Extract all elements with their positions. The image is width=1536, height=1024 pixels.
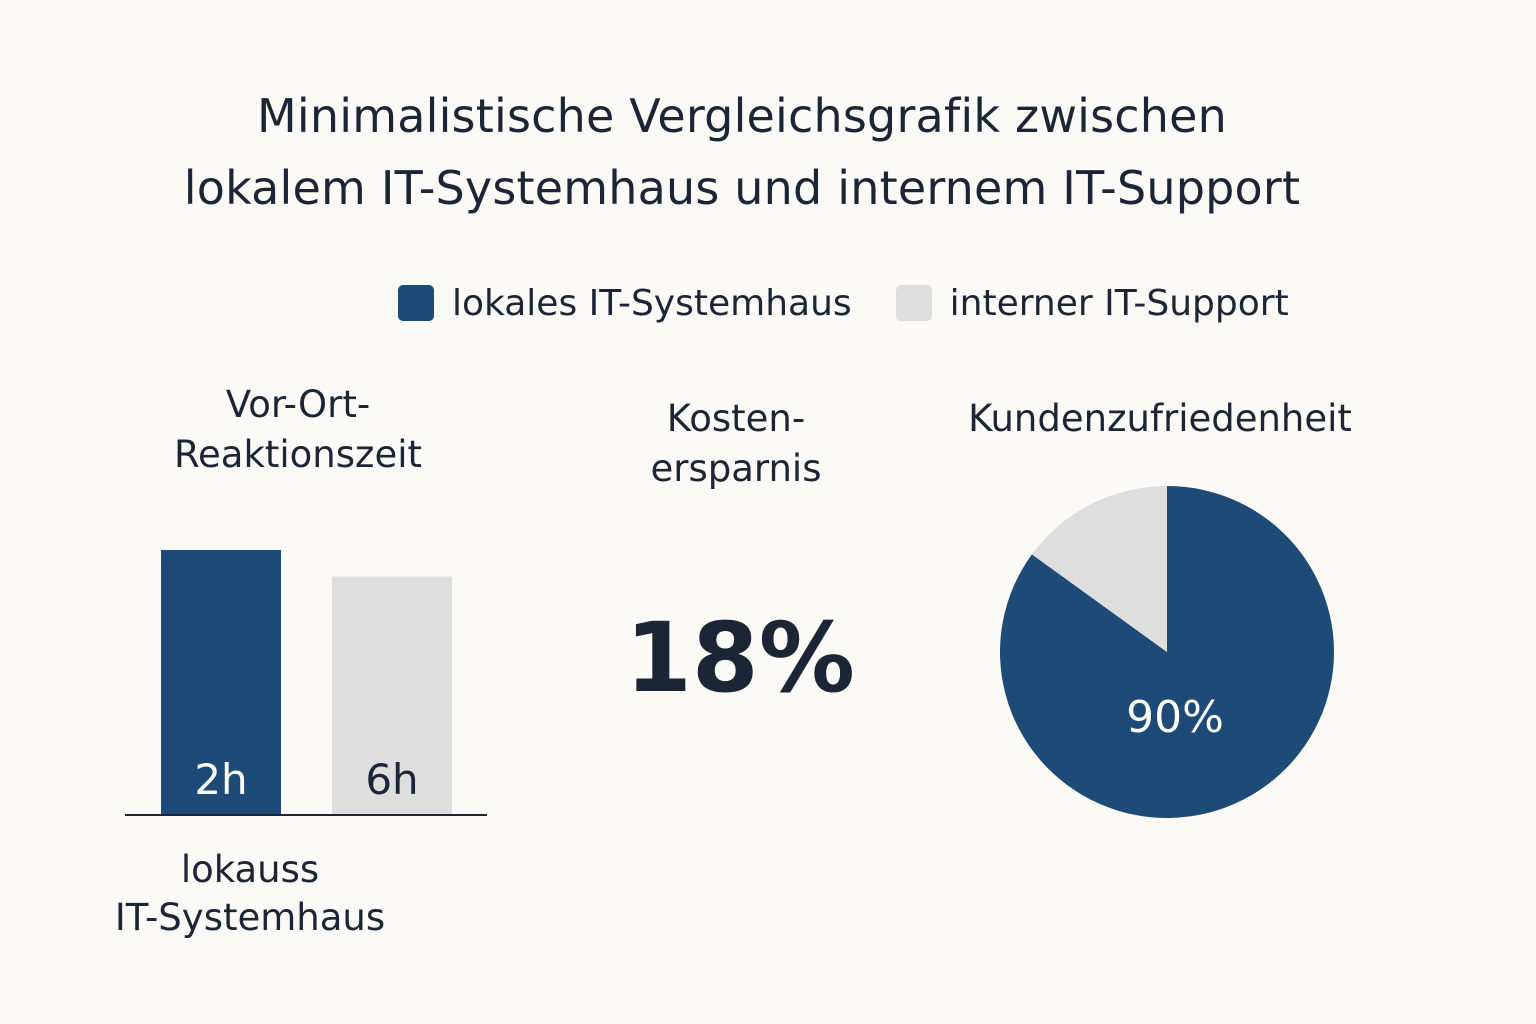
legend-label-systemhaus: lokales IT-Systemhaus [452, 282, 852, 324]
legend-item-support: interner IT-Support [895, 282, 1289, 324]
legend-label-support: interner IT-Support [949, 282, 1289, 324]
chart-title: Minimalistische Vergleichsgrafik zwische… [0, 80, 1484, 224]
bar-value-label-systemhaus: 2h [194, 755, 247, 804]
title-line-1: Minimalistische Vergleichsgrafik zwische… [257, 89, 1227, 143]
savings-value: 18% [625, 602, 855, 714]
legend-swatch-systemhaus [398, 285, 434, 321]
pie-value-label: 90% [1126, 692, 1224, 743]
category-line-2: IT-Systemhaus [114, 896, 386, 939]
pie-slice-support [1031, 486, 1167, 652]
savings-title-line-1: Kosten- [666, 397, 806, 440]
pie-section-title: Kundenzufriedenheit [940, 394, 1380, 444]
bar-section-title: Vor-Ort- Reaktionszeit [148, 380, 448, 480]
legend-swatch-support [895, 285, 932, 321]
category-line-1: lokauss [180, 848, 320, 891]
bar-support [332, 576, 452, 815]
legend: lokales IT-Systemhaus interner IT-Suppor… [398, 278, 1333, 328]
bar-title-line-1: Vor-Ort- [225, 383, 371, 426]
bar-systemhaus [161, 550, 281, 815]
savings-section-title: Kosten- ersparnis [596, 394, 876, 494]
bar-category-label: lokauss IT-Systemhaus [90, 846, 410, 942]
pie-title: Kundenzufriedenheit [968, 397, 1352, 440]
legend-item-systemhaus: lokales IT-Systemhaus [398, 283, 852, 324]
bar-value-label-support: 6h [365, 755, 418, 804]
bar-title-line-2: Reaktionszeit [173, 433, 423, 476]
savings-title-line-2: ersparnis [650, 447, 822, 490]
title-line-2: lokalem IT-Systemhaus und internem IT-Su… [183, 161, 1301, 215]
